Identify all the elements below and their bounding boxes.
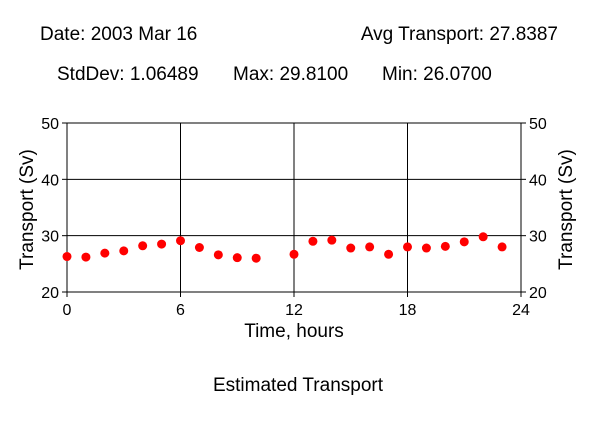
data-point [100,248,110,258]
data-point [81,252,91,262]
y-tick-label-left: 40 [41,172,59,189]
data-point [119,246,129,256]
y-tick-label-left: 50 [41,116,59,133]
stddev-label: StdDev: 1.06489 [57,64,199,85]
data-point [157,239,167,249]
data-point [478,232,488,242]
avg-transport-label: Avg Transport: 27.8387 [360,24,558,45]
y-tick-label-left: 30 [41,229,59,246]
data-point [62,252,72,262]
data-point [403,242,412,252]
y-tick-label-right: 30 [529,229,547,246]
chart-title: Estimated Transport [212,375,384,396]
y-tick-label-right: 50 [529,116,547,133]
min-label: Min: 26.0700 [382,64,492,85]
data-point [176,236,185,246]
data-point [497,242,507,252]
data-point [138,241,148,251]
x-tick-label: 18 [399,302,417,319]
x-tick-label: 12 [285,302,303,319]
x-tick-label: 24 [512,302,530,319]
data-point [459,237,469,247]
data-point [232,253,242,263]
data-point [365,242,375,252]
max-label: Max: 29.8100 [233,64,349,85]
date-label: Date: 2003 Mar 16 [40,24,198,45]
data-point [213,250,223,260]
x-tick-label: 6 [176,302,185,319]
x-axis-label: Time, hours [244,321,344,342]
data-point [421,243,431,253]
y-tick-label-right: 40 [529,172,547,189]
data-point [289,249,299,259]
y-axis-label-left: Transport (Sv) [17,149,38,270]
data-point [251,253,261,263]
data-point [384,249,394,259]
data-point [327,235,337,245]
data-point [440,241,450,251]
data-point [346,243,356,253]
data-point [308,236,318,246]
y-tick-label-right: 20 [529,285,547,302]
data-point [194,242,204,252]
y-tick-label-left: 20 [41,285,59,302]
y-axis-label-right: Transport (Sv) [556,149,577,270]
x-tick-label: 0 [63,302,72,319]
